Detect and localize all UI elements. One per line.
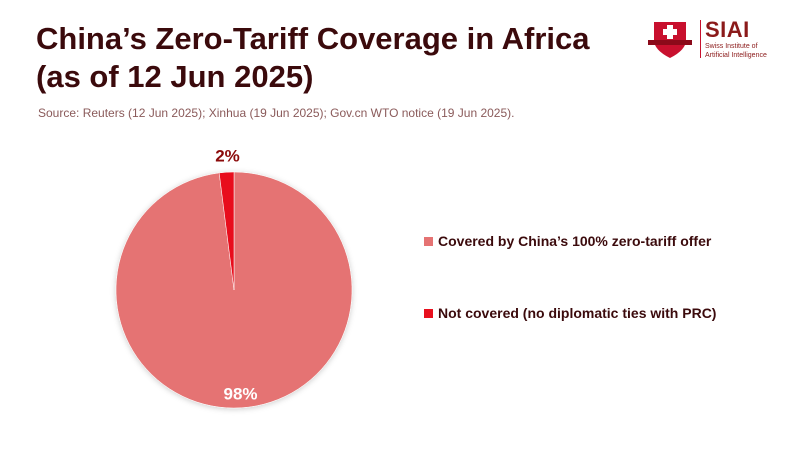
legend-item: Covered by China’s 100% zero-tariff offe…: [424, 233, 711, 249]
legend-swatch: [424, 308, 433, 318]
legend-label: Covered by China’s 100% zero-tariff offe…: [438, 233, 712, 249]
legend-swatch: [424, 236, 433, 246]
siai-logo: SIAI Swiss Institute of Artificial Intel…: [648, 16, 767, 62]
pie-slice: [218, 171, 235, 291]
logo-name: SIAI: [705, 17, 750, 42]
logo-subtitle: Swiss Institute of: [705, 43, 758, 50]
legend-label: Not covered (no diplomatic ties with PRC…: [438, 305, 717, 321]
slice-label: 2%: [215, 146, 240, 165]
logo-subtitle: Artificial Intelligence: [705, 52, 767, 59]
logo-divider: [700, 20, 701, 58]
chart-title: China’s Zero-Tariff Coverage in Africa (…: [36, 21, 590, 94]
source-note: Source: Reuters (12 Jun 2025); Xinhua (1…: [38, 106, 515, 120]
pie-chart: 98% 2%: [115, 146, 353, 409]
slice-label: 98%: [224, 385, 258, 404]
shield-icon: [648, 22, 692, 58]
legend-item: Not covered (no diplomatic ties with PRC…: [424, 305, 716, 321]
